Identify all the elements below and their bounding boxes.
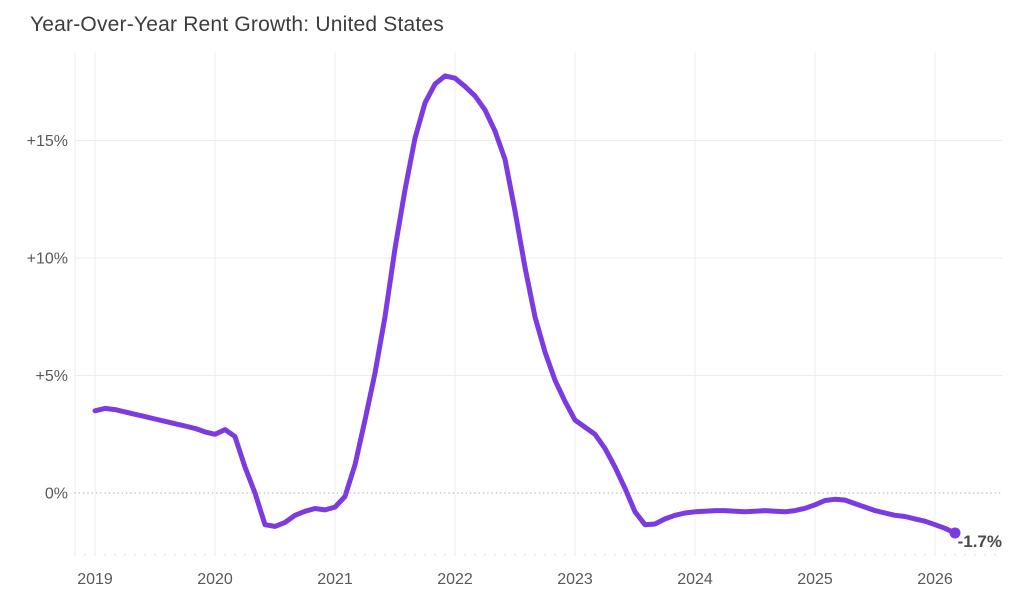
x-axis-tick-label: 2021 xyxy=(317,571,353,588)
x-axis-tick-label: 2024 xyxy=(677,571,713,588)
series-end-dot xyxy=(949,527,961,539)
x-axis-tick-label: 2025 xyxy=(797,571,833,588)
y-axis-tick-label: +5% xyxy=(36,368,68,385)
latest-value-label: -1.7% xyxy=(957,532,1002,551)
x-axis-tick-label: 2020 xyxy=(197,571,233,588)
rent-growth-series-line xyxy=(92,73,958,536)
x-axis-tick-label: 2023 xyxy=(557,571,593,588)
y-axis-tick-label: +10% xyxy=(27,251,68,268)
x-axis-tick-label: 2026 xyxy=(917,571,953,588)
chart-axes: 2019 2020 2021 2022 2023 2024 2025 2026 +15% +10%… xyxy=(27,133,953,588)
x-axis-tick-label: 2022 xyxy=(437,571,473,588)
chart-grid xyxy=(74,52,1003,556)
x-axis-tick-label: 2019 xyxy=(77,571,113,588)
y-axis-tick-label: +15% xyxy=(27,133,68,150)
y-axis-tick-label: 0% xyxy=(45,486,68,503)
chart-title: Year-Over-Year Rent Growth: United State… xyxy=(30,13,445,36)
chart-series xyxy=(92,73,961,539)
